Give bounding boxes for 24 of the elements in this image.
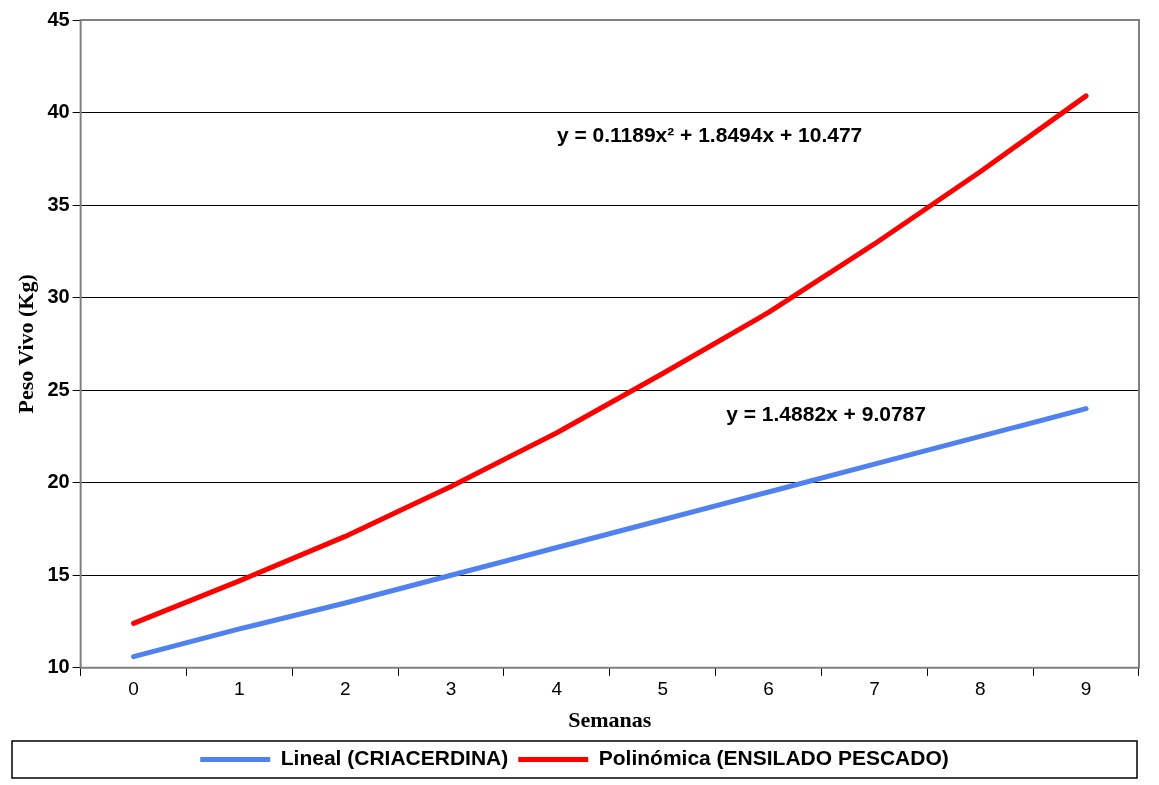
y-tick-label: 10 (47, 655, 70, 678)
x-tick-label: 3 (445, 678, 457, 700)
x-tick-label: 0 (128, 678, 139, 700)
y-axis-title: Peso Vivo (Kg) (12, 274, 38, 414)
x-tick-label: 8 (974, 678, 986, 700)
x-tick-label: 6 (763, 678, 774, 700)
y-tick-label: 20 (47, 470, 70, 493)
annotation: y = 0.1189x² + 1.8494x + 10.477 (556, 123, 863, 147)
x-tick-label: 5 (657, 678, 669, 700)
x-tick-label: 1 (234, 678, 245, 700)
x-tick-label: 7 (869, 678, 880, 700)
y-tick-label: 35 (47, 192, 70, 215)
x-tick-label: 4 (551, 678, 563, 700)
legend-label: Lineal (CRIACERDINA) (280, 746, 509, 770)
y-tick-label: 25 (47, 377, 70, 400)
x-axis-title: Semanas (568, 707, 652, 733)
y-tick-label: 40 (47, 100, 70, 123)
y-tick-label: 15 (47, 562, 70, 585)
y-tick-label: 45 (47, 7, 70, 30)
x-tick-label: 9 (1080, 678, 1092, 700)
annotation: y = 1.4882x + 9.0787 (726, 401, 926, 425)
legend-label: Polinómica (ENSILADO PESCADO) (598, 746, 949, 770)
y-tick-label: 30 (47, 285, 70, 308)
x-tick-label: 2 (339, 678, 351, 700)
